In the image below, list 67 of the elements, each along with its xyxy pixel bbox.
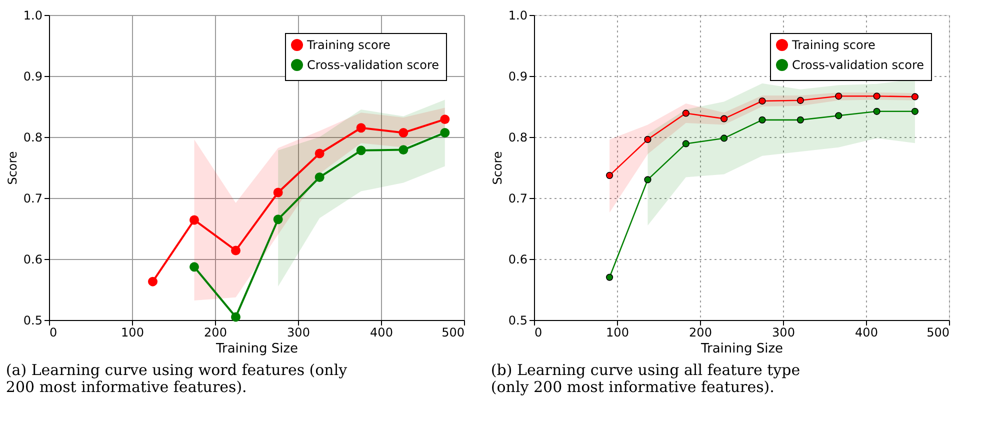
y-axis-title: Score	[5, 151, 20, 185]
point	[440, 114, 450, 124]
x-tick-label: 400	[370, 326, 393, 340]
point	[356, 146, 366, 156]
point	[720, 115, 728, 122]
point	[398, 128, 408, 138]
point	[273, 188, 283, 198]
point	[911, 93, 919, 100]
point	[606, 172, 614, 179]
legend-label: Cross-validation score	[792, 58, 924, 72]
x-tick-label: 400	[855, 326, 878, 340]
point	[758, 97, 766, 105]
text: (a) Learning curve using word features (only 200 most informative features).	[6, 361, 348, 396]
point	[873, 92, 880, 100]
point	[644, 176, 652, 184]
x-tick-label: 100	[606, 326, 629, 340]
point	[682, 110, 690, 117]
point	[398, 145, 408, 155]
x-tick-label: 500	[926, 326, 950, 340]
y-tick-label: 0.5	[508, 314, 528, 328]
y-tick-label: 0.7	[508, 192, 528, 206]
legend-label: Cross-validation score	[307, 58, 440, 72]
point	[440, 128, 450, 138]
point	[758, 116, 766, 124]
point	[314, 148, 324, 158]
y-tick-label: 0.8	[23, 130, 42, 144]
point	[273, 214, 283, 224]
x-tick-label: 100	[121, 326, 144, 340]
point	[796, 116, 804, 124]
point	[356, 123, 366, 133]
text: (b) Learning curve using all feature type (only 200 most informative features).	[490, 361, 800, 396]
y-tick-label: 0.8	[508, 130, 528, 144]
legend-label: Training score	[306, 38, 390, 52]
point	[148, 276, 158, 286]
x-tick-label: 300	[772, 326, 795, 340]
point	[190, 262, 199, 272]
y-tick-label: 1.0	[508, 8, 528, 22]
point	[190, 215, 199, 225]
legend-label: Training score	[791, 38, 876, 52]
x-axis-title: Training Size	[214, 342, 298, 356]
y-axis-title: Score	[490, 151, 504, 185]
x-tick-label: 200	[689, 326, 712, 340]
point	[231, 312, 240, 322]
point	[796, 96, 804, 104]
point	[644, 136, 652, 143]
point	[873, 108, 880, 115]
point	[606, 274, 614, 281]
y-tick-label: 1.0	[23, 8, 42, 22]
point	[682, 140, 690, 148]
point	[835, 92, 842, 100]
x-tick-label: 0	[50, 326, 58, 340]
x-axis-title: Training Size	[700, 342, 784, 356]
point	[911, 108, 919, 115]
x-tick-label: 0	[534, 326, 542, 340]
y-tick-label: 0.9	[508, 70, 528, 84]
y-tick-label: 0.6	[508, 252, 528, 266]
point	[231, 246, 240, 256]
y-tick-label: 0.6	[23, 252, 42, 266]
point	[720, 134, 728, 142]
x-tick-label: 200	[204, 326, 227, 340]
point	[314, 172, 324, 182]
point	[835, 112, 842, 120]
y-tick-label: 0.9	[23, 70, 42, 84]
x-tick-label: 500	[442, 326, 464, 340]
x-tick-label: 300	[287, 326, 310, 340]
y-tick-label: 0.7	[23, 192, 42, 206]
y-tick-label: 0.5	[23, 314, 42, 328]
